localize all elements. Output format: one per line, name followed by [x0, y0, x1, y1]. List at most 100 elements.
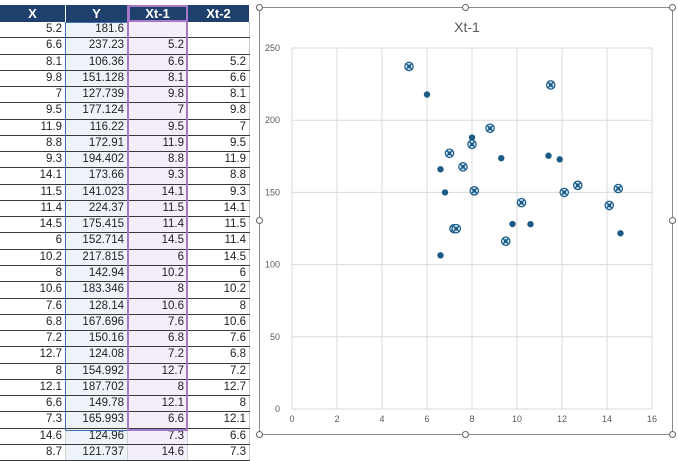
cell-xt2[interactable]: 8 — [188, 396, 250, 412]
cell-xt2[interactable]: 12.1 — [188, 412, 250, 428]
cell-y[interactable]: 127.739 — [66, 87, 128, 103]
data-point-marked[interactable] — [604, 200, 615, 211]
cell-x[interactable]: 9.5 — [0, 103, 66, 119]
cell-y[interactable]: 165.993 — [66, 412, 128, 428]
cell-x[interactable]: 10.2 — [0, 249, 66, 265]
cell-xt2[interactable]: 11.4 — [188, 233, 250, 249]
cell-x[interactable]: 8.1 — [0, 54, 66, 70]
data-point[interactable] — [437, 166, 444, 173]
cell-x[interactable]: 7 — [0, 87, 66, 103]
cell-xt1[interactable]: 11.4 — [128, 217, 188, 233]
resize-handle-tm[interactable] — [462, 4, 469, 11]
cell-y[interactable]: 175.415 — [66, 217, 128, 233]
data-point-marked[interactable] — [485, 123, 495, 134]
cell-x[interactable]: 8.8 — [0, 135, 66, 152]
data-point-marked[interactable] — [451, 223, 462, 234]
cell-x[interactable]: 9.3 — [0, 152, 66, 168]
data-point-marked[interactable] — [559, 187, 570, 198]
cell-x[interactable]: 7.6 — [0, 298, 66, 314]
data-point[interactable] — [617, 230, 624, 237]
cell-xt1[interactable]: 10.6 — [128, 298, 188, 314]
cell-xt1[interactable]: 7.3 — [128, 428, 188, 444]
cell-xt2[interactable]: 7 — [188, 119, 250, 135]
cell-y[interactable]: 106.36 — [66, 54, 128, 70]
data-point[interactable] — [498, 154, 505, 162]
cell-xt2[interactable]: 6.8 — [188, 347, 250, 363]
data-point[interactable] — [556, 156, 563, 163]
data-point-marked[interactable] — [572, 180, 583, 191]
cell-xt1[interactable]: 12.1 — [128, 396, 188, 412]
cell-xt2[interactable]: 8 — [188, 298, 250, 314]
cell-xt1[interactable]: 7 — [128, 103, 188, 119]
cell-x[interactable]: 9.8 — [0, 70, 66, 87]
cell-x[interactable]: 6.8 — [0, 314, 66, 331]
cell-xt2[interactable] — [188, 22, 250, 38]
cell-xt2[interactable]: 5.2 — [188, 54, 250, 70]
cell-x[interactable]: 8 — [0, 363, 66, 379]
data-point-marked[interactable] — [404, 61, 414, 72]
cell-x[interactable]: 7.3 — [0, 412, 66, 428]
cell-xt2[interactable]: 12.7 — [188, 379, 250, 396]
cell-x[interactable]: 8 — [0, 265, 66, 282]
cell-xt1[interactable]: 6 — [128, 249, 188, 265]
data-point-marked[interactable] — [613, 183, 624, 194]
data-point-marked[interactable] — [444, 148, 455, 159]
cell-xt1[interactable]: 9.8 — [128, 87, 188, 103]
column-header-xt2[interactable]: Xt-2 — [188, 5, 250, 22]
cell-xt1[interactable]: 9.3 — [128, 168, 188, 184]
cell-y[interactable]: 187.702 — [66, 379, 128, 396]
cell-x[interactable]: 14.6 — [0, 428, 66, 444]
cell-x[interactable]: 11.4 — [0, 200, 66, 217]
resize-handle-br[interactable] — [669, 431, 676, 438]
cell-x[interactable]: 14.5 — [0, 217, 66, 233]
cell-xt1[interactable] — [128, 22, 188, 38]
cell-xt1[interactable]: 11.5 — [128, 200, 188, 217]
cell-xt1[interactable]: 12.7 — [128, 363, 188, 379]
cell-y[interactable]: 141.023 — [66, 184, 128, 200]
cell-y[interactable]: 172.91 — [66, 135, 128, 152]
data-point-marked[interactable] — [516, 197, 527, 208]
cell-y[interactable]: 177.124 — [66, 103, 128, 119]
cell-xt1[interactable]: 6.8 — [128, 331, 188, 347]
cell-xt2[interactable]: 8.1 — [188, 87, 250, 103]
data-point[interactable] — [545, 152, 552, 159]
cell-xt1[interactable]: 8 — [128, 282, 188, 298]
cell-y[interactable]: 128.14 — [66, 298, 128, 314]
cell-x[interactable]: 14.1 — [0, 168, 66, 184]
cell-x[interactable]: 11.9 — [0, 119, 66, 135]
column-header-y[interactable]: Y — [66, 5, 128, 22]
cell-xt2[interactable]: 10.2 — [188, 282, 250, 298]
cell-xt2[interactable]: 7.2 — [188, 363, 250, 379]
data-point[interactable] — [437, 252, 444, 259]
cell-y[interactable]: 149.78 — [66, 396, 128, 412]
data-point[interactable] — [441, 189, 449, 196]
cell-y[interactable]: 194.402 — [66, 152, 128, 168]
cell-xt2[interactable]: 7.6 — [188, 331, 250, 347]
cell-xt2[interactable]: 9.3 — [188, 184, 250, 200]
cell-x[interactable]: 11.5 — [0, 184, 66, 200]
resize-handle-bl[interactable] — [256, 431, 263, 438]
cell-xt2[interactable]: 14.1 — [188, 200, 250, 217]
cell-x[interactable]: 12.1 — [0, 379, 66, 396]
data-point-marked[interactable] — [458, 162, 468, 172]
cell-y[interactable]: 124.08 — [66, 347, 128, 363]
cell-y[interactable]: 173.66 — [66, 168, 128, 184]
cell-y[interactable]: 224.37 — [66, 200, 128, 217]
resize-handle-tr[interactable] — [669, 4, 676, 11]
cell-y[interactable]: 217.815 — [66, 249, 128, 265]
cell-xt1[interactable]: 7.6 — [128, 314, 188, 331]
cell-xt1[interactable]: 5.2 — [128, 38, 188, 54]
cell-xt2[interactable]: 9.5 — [188, 135, 250, 152]
cell-xt1[interactable]: 10.2 — [128, 265, 188, 282]
cell-xt2[interactable]: 7.3 — [188, 444, 250, 461]
cell-xt1[interactable]: 7.2 — [128, 347, 188, 363]
cell-xt1[interactable]: 8 — [128, 379, 188, 396]
cell-x[interactable]: 6.6 — [0, 396, 66, 412]
cell-xt1[interactable]: 6.6 — [128, 412, 188, 428]
cell-xt2[interactable] — [188, 38, 250, 54]
data-point[interactable] — [423, 91, 431, 98]
cell-xt2[interactable]: 6 — [188, 265, 250, 282]
cell-x[interactable]: 5.2 — [0, 22, 66, 38]
cell-xt2[interactable]: 6.6 — [188, 70, 250, 87]
cell-xt1[interactable]: 6.6 — [128, 54, 188, 70]
